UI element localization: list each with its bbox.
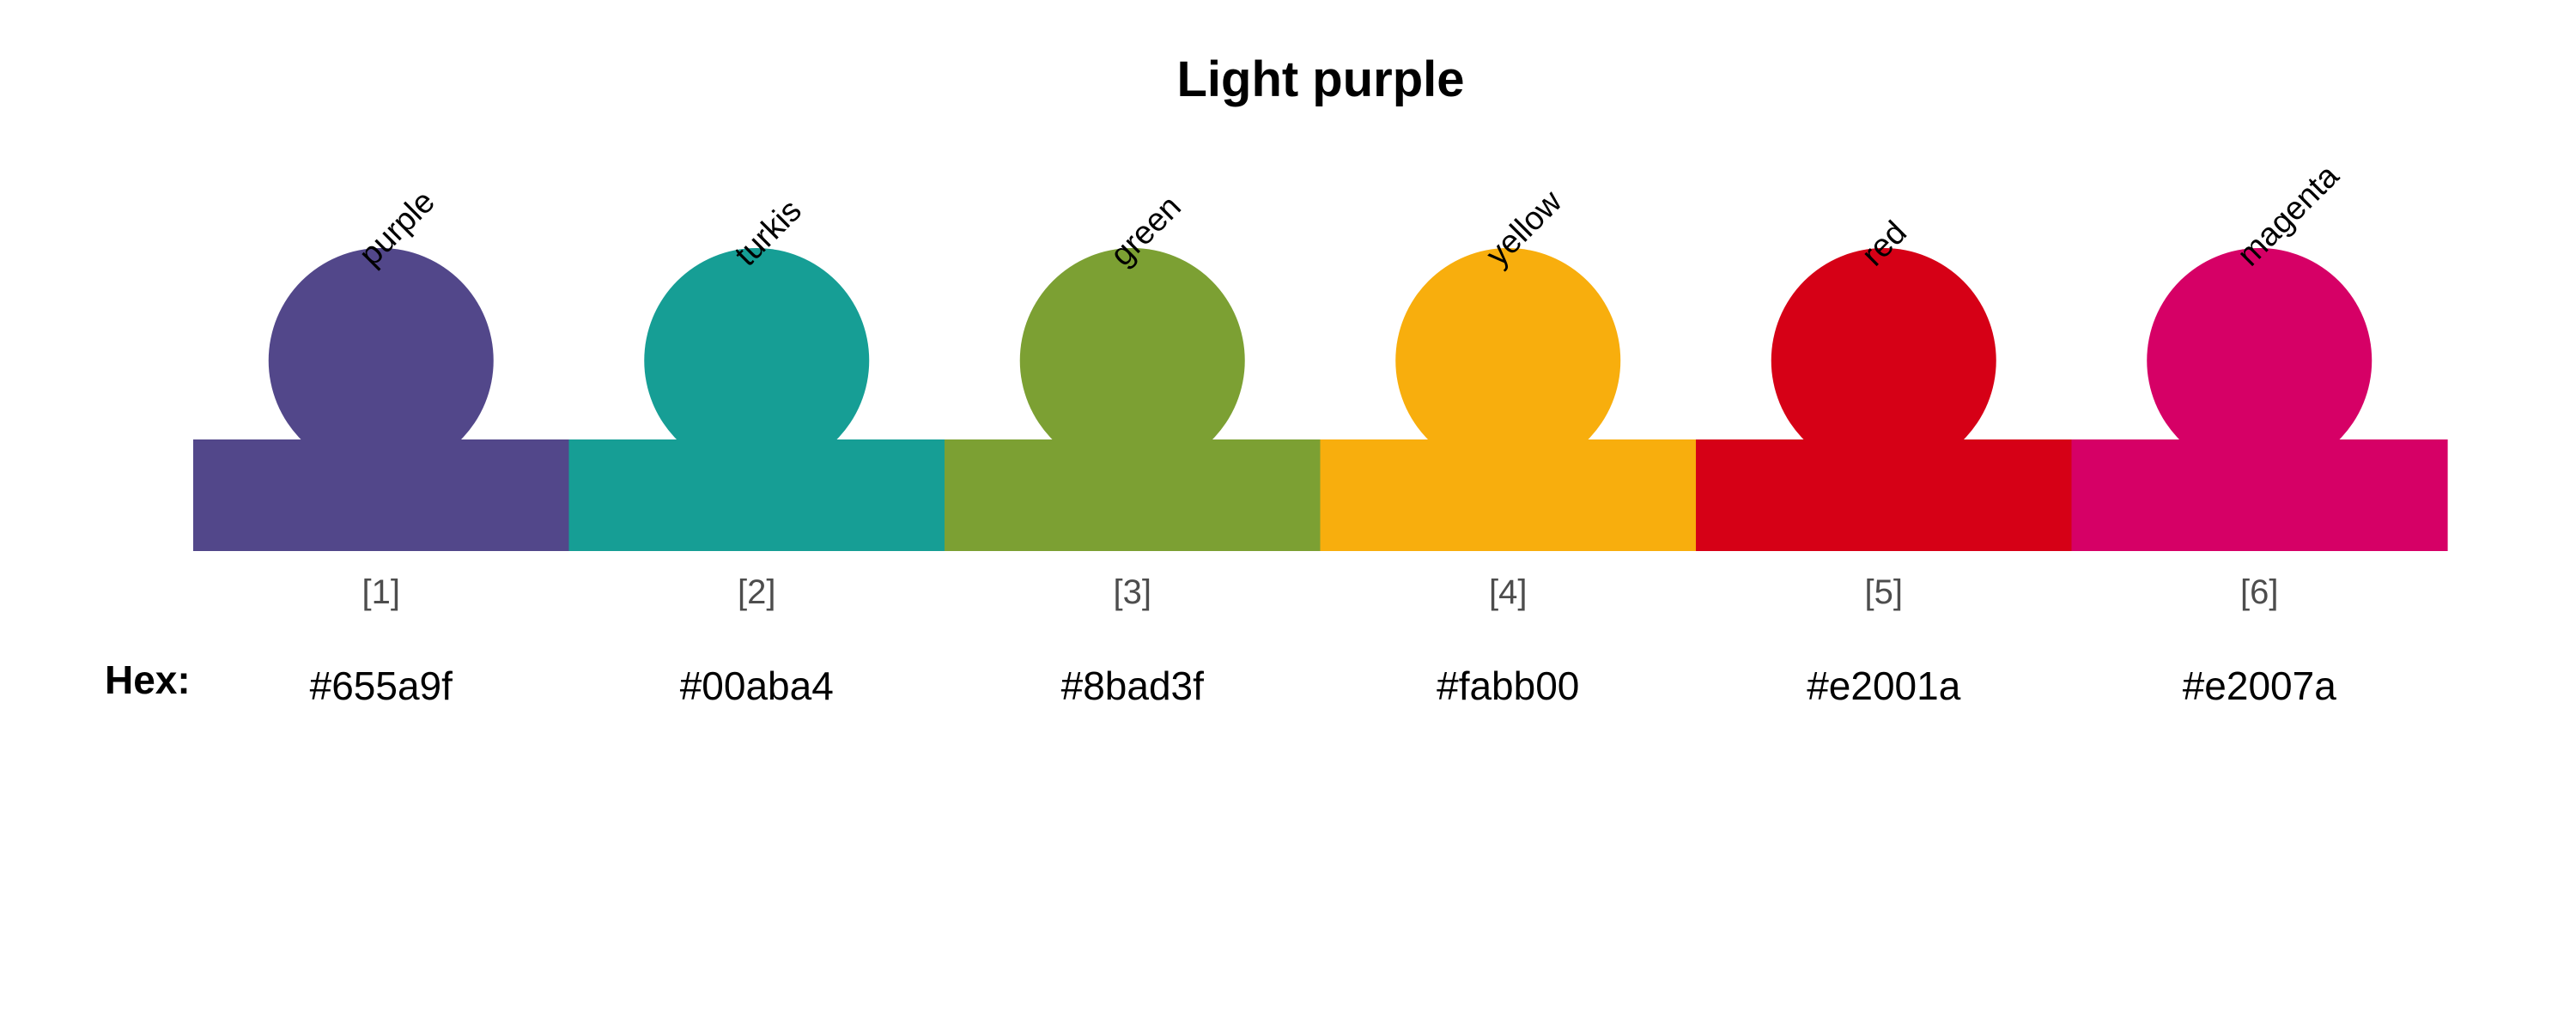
swatch-circle — [644, 248, 870, 473]
swatch-bar — [568, 439, 945, 551]
swatch-circle — [2147, 248, 2372, 473]
swatch-layer: purple[1]#655a9fturkis[2]#00aba4green[3]… — [193, 157, 2448, 708]
swatch-turkis: turkis[2]#00aba4 — [568, 192, 945, 708]
swatch-bar — [945, 439, 1321, 551]
swatch-hex-value: #e2007a — [2183, 663, 2336, 708]
swatch-bar — [1320, 439, 1697, 551]
hex-row-label: Hex: — [105, 657, 191, 702]
swatch-index-label: [6] — [2240, 573, 2278, 611]
swatch-hex-value: #655a9f — [310, 663, 453, 708]
swatch-circle — [1019, 248, 1245, 473]
swatch-circle — [268, 248, 494, 473]
swatch-hex-value: #00aba4 — [680, 663, 834, 708]
swatch-bar — [2071, 439, 2448, 551]
swatch-index-label: [2] — [738, 573, 775, 611]
swatch-purple: purple[1]#655a9f — [193, 184, 570, 708]
swatch-magenta: magenta[6]#e2007a — [2071, 157, 2448, 708]
swatch-index-label: [4] — [1489, 573, 1527, 611]
chart-title: Light purple — [1176, 52, 1464, 107]
swatch-hex-value: #fabb00 — [1437, 663, 1579, 708]
swatch-yellow: yellow[4]#fabb00 — [1320, 184, 1697, 708]
swatch-index-label: [1] — [362, 573, 400, 611]
swatch-bar — [193, 439, 570, 551]
swatch-circle — [1771, 248, 1996, 473]
swatch-index-label: [3] — [1114, 573, 1151, 611]
swatch-index-label: [5] — [1865, 573, 1903, 611]
swatch-circle — [1395, 248, 1621, 473]
swatch-bar — [1696, 439, 2073, 551]
swatch-hex-value: #8bad3f — [1061, 663, 1204, 708]
swatch-red: red[5]#e2001a — [1696, 215, 2073, 708]
swatch-hex-value: #e2001a — [1807, 663, 1960, 708]
swatch-green: green[3]#8bad3f — [945, 189, 1321, 708]
